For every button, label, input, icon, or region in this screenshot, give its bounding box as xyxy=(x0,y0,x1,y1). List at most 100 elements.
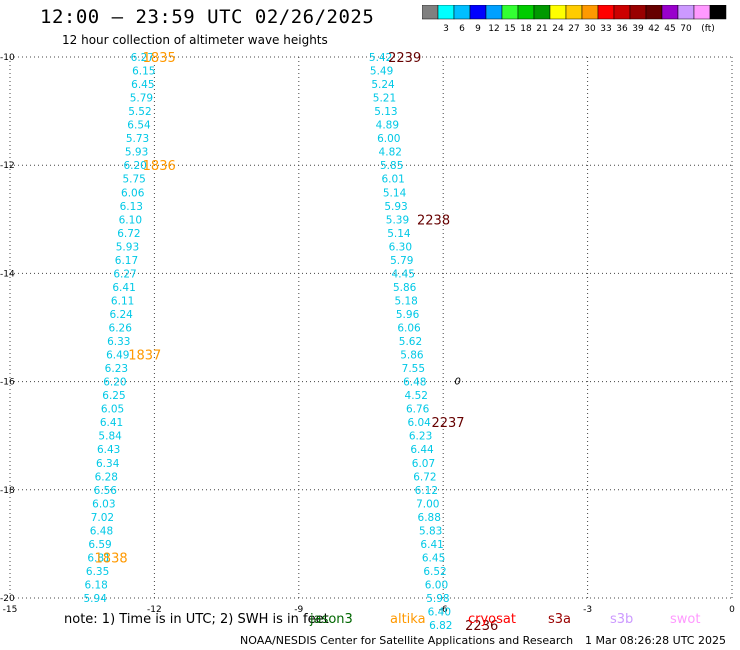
swh-value-label: 6.81 xyxy=(87,552,110,564)
swh-value-label: 6.17 xyxy=(115,255,138,267)
swh-value-label: 6.18 xyxy=(84,579,107,591)
legend-item: jason3 xyxy=(310,612,353,627)
swh-value-label: 5.94 xyxy=(84,593,108,605)
pass-time-label: 2239 xyxy=(388,51,421,66)
swh-value-label: 6.54 xyxy=(127,120,151,132)
swh-value-label: 6.34 xyxy=(96,458,120,470)
swh-value-label: 7.00 xyxy=(416,498,439,510)
swh-value-label: 6.44 xyxy=(410,444,434,456)
colorbar-label: 12 xyxy=(488,24,499,33)
y-tick-label: -14 xyxy=(0,269,15,279)
swh-value-label: 6.07 xyxy=(412,458,435,470)
swh-value-label: 6.24 xyxy=(109,309,133,321)
swh-value-label: 6.06 xyxy=(397,323,421,335)
swh-value-label: 6.27 xyxy=(113,268,136,280)
swh-value-label: 5.42 xyxy=(369,52,392,64)
y-tick-label: -18 xyxy=(0,486,15,496)
swh-value-label: 5.39 xyxy=(386,214,409,226)
colorbar-swatch xyxy=(709,5,727,20)
swh-value-label: 5.86 xyxy=(400,350,424,362)
colorbar-label: 21 xyxy=(536,24,547,33)
swh-value-label: 5.14 xyxy=(387,228,411,240)
swh-value-label: 6.35 xyxy=(86,566,109,578)
colorbar-label: 18 xyxy=(520,24,532,33)
x-tick-label: -6 xyxy=(439,605,448,615)
pass-time-label: 1838 xyxy=(95,551,128,566)
swh-value-label: 6.48 xyxy=(403,377,426,389)
swh-value-label: 6.49 xyxy=(106,350,129,362)
swh-value-label: 6.41 xyxy=(112,282,135,294)
swh-value-label: 6.72 xyxy=(413,471,436,483)
colorbar-label: 3 xyxy=(443,24,449,33)
swh-value-label: 6.01 xyxy=(381,174,404,186)
swh-value-label: 6.23 xyxy=(409,431,432,443)
swh-value-label: 5.79 xyxy=(130,93,153,105)
swh-value-label: 5.93 xyxy=(125,147,148,159)
swh-value-label: 5.75 xyxy=(122,174,145,186)
swh-value-label: 4.82 xyxy=(379,147,402,159)
swh-value-label: 6.45 xyxy=(422,552,445,564)
swh-value-label: 6.05 xyxy=(101,404,124,416)
swh-value-label: 6.56 xyxy=(94,485,118,497)
swh-value-label: 6.88 xyxy=(418,512,441,524)
y-tick-label: -12 xyxy=(0,161,15,171)
pass-time-label: 2236 xyxy=(465,619,498,634)
swh-value-label: 6.00 xyxy=(425,579,448,591)
swh-value-label: 7.02 xyxy=(91,512,114,524)
swh-value-label: 5.49 xyxy=(370,66,393,78)
swh-value-label: 5.21 xyxy=(373,93,396,105)
generated-timestamp: 1 Mar 08:26:28 UTC 2025 xyxy=(585,634,726,647)
swh-value-label: 5.14 xyxy=(383,187,407,199)
y-tick-label: -20 xyxy=(0,594,15,604)
swh-value-label: 6.23 xyxy=(105,363,128,375)
swh-value-label: 6.72 xyxy=(117,228,140,240)
legend-item: swot xyxy=(670,612,701,627)
credit-text: NOAA/NESDIS Center for Satellite Applica… xyxy=(240,634,574,647)
x-tick-label: 0 xyxy=(729,605,735,615)
colorbar-label: 39 xyxy=(632,24,644,33)
swh-value-label: 6.41 xyxy=(420,539,443,551)
swh-value-label: 6.82 xyxy=(429,620,452,632)
swh-value-label: 4.89 xyxy=(376,120,399,132)
pass-time-label: 1835 xyxy=(143,51,176,66)
colorbar-label: 27 xyxy=(568,24,579,33)
swh-value-label: 6.20 xyxy=(123,160,146,172)
pass-time-label: 2238 xyxy=(417,213,450,228)
swh-value-label: 5.86 xyxy=(393,282,417,294)
swh-value-label: 6.33 xyxy=(107,336,130,348)
swh-value-label: 5.96 xyxy=(396,309,420,321)
swh-value-label: 6.25 xyxy=(102,390,125,402)
swh-value-label: 5.73 xyxy=(126,133,149,145)
page-subtitle: 12 hour collection of altimeter wave hei… xyxy=(62,33,328,47)
swh-value-label: 4.45 xyxy=(392,268,415,280)
colorbar-label: 15 xyxy=(504,24,515,33)
swh-value-label: 6.10 xyxy=(119,214,142,226)
footnote: note: 1) Time is in UTC; 2) SWH is in fe… xyxy=(64,612,329,627)
swh-value-label: 5.24 xyxy=(371,79,395,91)
colorbar-label: 70 xyxy=(680,24,692,33)
colorbar-label: 9 xyxy=(475,24,481,33)
swh-value-label: 5.18 xyxy=(394,295,417,307)
y-tick-label: -16 xyxy=(0,378,15,388)
swh-value-label: 5.93 xyxy=(384,201,407,213)
swh-value-label: 6.15 xyxy=(132,66,155,78)
swh-value-label: 5.13 xyxy=(374,106,397,118)
y-tick-label: -10 xyxy=(0,53,15,63)
pass-time-label: 2237 xyxy=(431,416,464,431)
swh-value-label: 6.40 xyxy=(428,607,451,619)
pass-time-label: 1836 xyxy=(143,159,176,174)
colorbar-unit: (ft) xyxy=(701,24,715,33)
swh-value-label: 7.55 xyxy=(402,363,425,375)
legend-item: cryosat xyxy=(468,612,516,627)
swh-value-label: 6.45 xyxy=(131,79,154,91)
swh-value-label: 5.83 xyxy=(419,525,442,537)
contour-label: 0 xyxy=(454,377,460,388)
swh-value-label: 6.52 xyxy=(423,566,446,578)
swh-value-label: 6.59 xyxy=(88,539,111,551)
swh-value-label: 6.03 xyxy=(92,498,115,510)
swh-value-label: 6.76 xyxy=(406,404,430,416)
swh-value-label: 6.43 xyxy=(97,444,120,456)
x-tick-label: -3 xyxy=(583,605,592,615)
swh-value-label: 5.98 xyxy=(426,593,449,605)
